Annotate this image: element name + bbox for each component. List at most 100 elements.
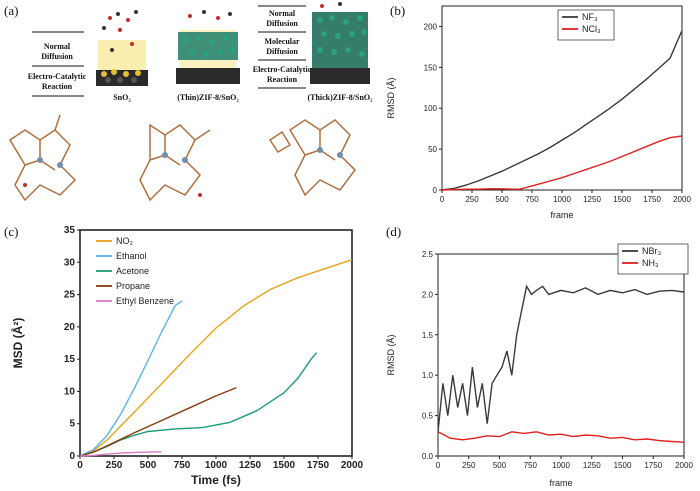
label-diffusion: Diffusion	[41, 52, 73, 61]
y-tick-label: 15	[64, 354, 76, 365]
x-tick-label: 250	[462, 461, 476, 470]
y-tick-label: 50	[428, 145, 437, 154]
x-tick-label: 1750	[307, 460, 330, 471]
x-tick-label: 1500	[273, 460, 296, 471]
series-line-1	[79, 300, 183, 457]
legend-label: NO₂	[116, 236, 134, 246]
y-tick-label: 35	[64, 225, 76, 236]
x-axis-title: frame	[550, 210, 573, 220]
y-tick-label: 0.5	[422, 412, 434, 421]
x-tick-label: 0	[77, 460, 83, 471]
panel-c-label: (c)	[4, 224, 18, 239]
label-normal-2: Normal	[269, 9, 296, 18]
panel-a: (a) Normal Diffusion Electro-Catalytic R…	[4, 2, 373, 202]
legend-label: Acetone	[116, 266, 149, 276]
y-tick-label: 10	[64, 386, 76, 397]
legend-label: Ethanol	[116, 251, 147, 261]
y-tick-label: 30	[64, 257, 76, 268]
x-axis-title: Time (fs)	[191, 473, 241, 487]
y-tick-label: 0.0	[422, 452, 434, 461]
chart-b: (b) 0 250 500 750 1000 1250 1500 1750 2000 0 50 100…	[386, 3, 691, 220]
panel-a-label: (a)	[4, 3, 18, 18]
label-normal: Normal	[44, 42, 71, 51]
x-tick-label: 1500	[613, 195, 631, 204]
y-tick-label: 1.0	[422, 371, 434, 380]
panel-b-label: (b)	[390, 3, 405, 18]
x-tick-label: 2000	[341, 460, 364, 471]
x-tick-label: 1250	[583, 195, 601, 204]
x-tick-label: 2000	[675, 461, 693, 470]
label-electro-catalytic: Electro-Catalytic	[28, 72, 87, 81]
x-tick-label: 0	[436, 461, 441, 470]
x-tick-label: 750	[525, 195, 539, 204]
y-tick-label: 100	[424, 104, 438, 113]
y-axis-title: MSD (Å²)	[10, 318, 25, 369]
series-line-1	[441, 135, 683, 191]
legend-label: NH₃	[642, 258, 659, 268]
chart-d: (d) 0 250 500 750 1000 1250 1500 1750 2000 0.0 0.5…	[386, 224, 693, 488]
label-diffusion-3: Diffusion	[266, 47, 298, 56]
x-tick-label: 250	[465, 195, 479, 204]
plot-frame	[79, 229, 353, 457]
series-line-0	[79, 259, 353, 457]
thin-zif8-illustration	[176, 10, 240, 84]
x-tick-label: 1750	[643, 195, 661, 204]
series-line-0	[441, 30, 683, 191]
x-tick-label: 750	[174, 460, 191, 471]
x-tick-label: 500	[493, 461, 507, 470]
x-tick-label: 500	[495, 195, 509, 204]
panel-d-label: (d)	[386, 224, 401, 239]
x-axis-title: frame	[549, 478, 572, 488]
x-tick-label: 1250	[239, 460, 262, 471]
y-tick-label: 2.5	[422, 250, 434, 259]
thick-zif8-illustration	[310, 2, 370, 84]
molecular-structure-1	[8, 114, 77, 202]
chart-c: (c) 0 250 500 750 1000 1250 1500 1750 2000 0 5 10 15…	[4, 224, 364, 487]
label-electro-catalytic-2: Electro-Catalytic	[253, 65, 312, 74]
legend-box	[617, 243, 689, 275]
sno2-illustration	[96, 10, 148, 86]
series-line-4	[79, 451, 162, 457]
y-tick-label: 20	[64, 322, 76, 333]
label-reaction-2: Reaction	[267, 75, 298, 84]
y-tick-label: 25	[64, 290, 76, 301]
x-tick-label: 1250	[583, 461, 601, 470]
y-tick-label: 2.0	[422, 290, 434, 299]
y-tick-label: 1.5	[422, 331, 434, 340]
x-tick-label: 250	[106, 460, 123, 471]
y-tick-label: 200	[424, 22, 438, 31]
x-tick-label: 1750	[644, 461, 662, 470]
legend-label: Propane	[116, 281, 150, 291]
y-tick-label: 0	[433, 186, 438, 195]
legend-box	[557, 9, 615, 41]
legend-label: Ethyl Benzene	[116, 296, 174, 306]
legend-label: NBr₃	[642, 246, 661, 256]
series-line-1	[437, 431, 685, 443]
series-line-3	[79, 386, 237, 457]
label-molecular: Molecular	[264, 37, 300, 46]
x-tick-label: 2000	[673, 195, 691, 204]
caption-thick-zif8: (Thick)ZIF-8/SnO₂	[307, 93, 373, 102]
label-reaction: Reaction	[42, 82, 73, 91]
x-tick-label: 0	[440, 195, 445, 204]
molecular-structure-3	[268, 119, 356, 197]
x-tick-label: 750	[524, 461, 538, 470]
legend-label: NF₃	[582, 12, 598, 22]
x-tick-label: 1500	[614, 461, 632, 470]
caption-thin-zif8: (Thin)ZIF-8/SnO₂	[177, 93, 239, 102]
series-line-0	[437, 284, 685, 432]
y-tick-label: 150	[424, 63, 438, 72]
x-tick-label: 1000	[552, 461, 570, 470]
caption-sno2: SnO₂	[113, 93, 131, 102]
y-axis-title: RMSD (Å)	[386, 78, 396, 119]
y-tick-label: 0	[69, 451, 75, 462]
y-axis-title: RMSD (Å)	[386, 335, 396, 376]
y-tick-label: 5	[69, 419, 75, 430]
x-tick-label: 1000	[205, 460, 228, 471]
legend-label: NCl₃	[582, 24, 601, 34]
molecular-structure-2	[139, 123, 211, 202]
label-diffusion-2: Diffusion	[266, 19, 298, 28]
plot-frame	[437, 253, 685, 457]
x-tick-label: 1000	[553, 195, 571, 204]
x-tick-label: 500	[140, 460, 157, 471]
